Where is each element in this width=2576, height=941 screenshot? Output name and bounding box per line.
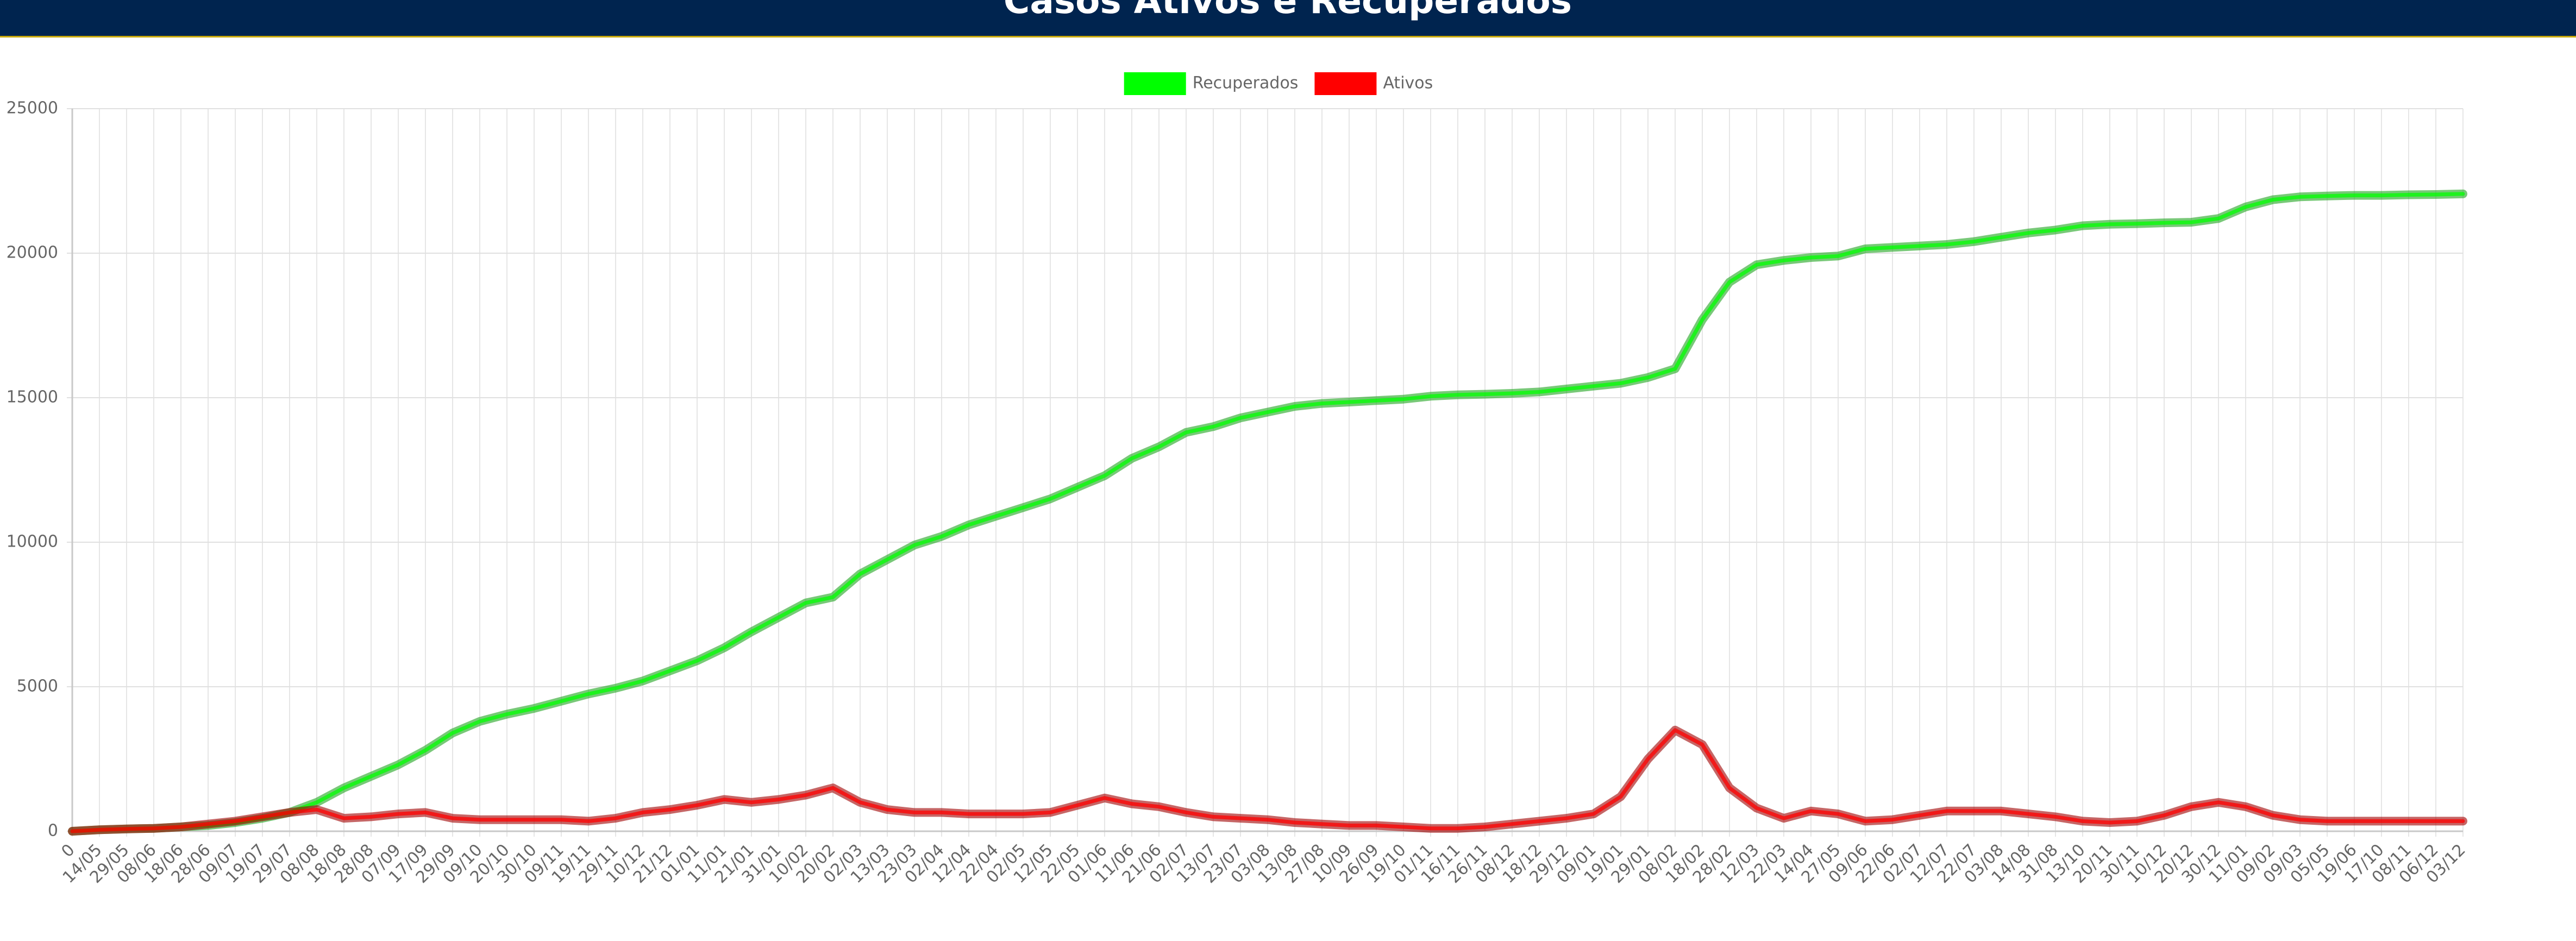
title-bar [0, 0, 2576, 37]
y-tick-label: 0 [48, 821, 58, 840]
legend-label: Ativos [1383, 74, 1433, 93]
title-bar-border [0, 36, 2576, 37]
legend-swatch [1124, 72, 1186, 95]
series-line [70, 728, 2465, 833]
legend-label: Recuperados [1193, 74, 1299, 93]
chart-title: Casos Ativos e Recuperados [1004, 0, 1572, 22]
y-tick-label: 5000 [17, 677, 58, 696]
y-tick-label: 20000 [7, 243, 58, 262]
series-line [70, 192, 2465, 833]
legend-swatch [1314, 72, 1377, 95]
y-tick-label: 10000 [7, 532, 58, 551]
legend: Recuperados Ativos [1124, 72, 1433, 95]
y-tick-label: 15000 [7, 388, 58, 407]
y-tick-label: 25000 [7, 99, 58, 118]
